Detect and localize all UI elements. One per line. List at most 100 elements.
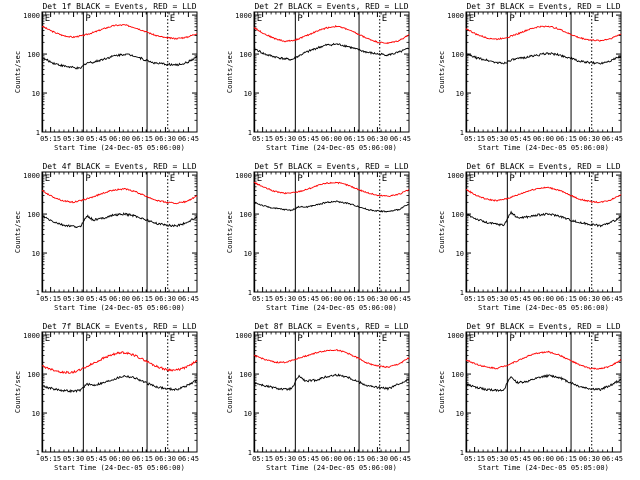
x-tick-label: 06:00: [533, 455, 554, 463]
x-tick-label: 05:45: [86, 295, 107, 303]
lld-series-line: [466, 186, 622, 204]
marker-label: P: [509, 174, 515, 184]
y-tick-label: 100: [27, 371, 40, 379]
chart-panel-2: Det 2f BLACK = Events, RED = LLD 1 10 100 10…: [226, 2, 411, 152]
x-tick-label: 05:30: [275, 455, 296, 463]
y-tick-label: 100: [239, 211, 252, 219]
x-axis-label: Start Time (24-Dec-05 05:06:00): [478, 144, 609, 152]
marker-label: E: [257, 174, 262, 184]
chart-panel-8: Det 8f BLACK = Events, RED = LLD 1 10 100 10…: [226, 322, 411, 472]
x-tick-label: 06:00: [321, 455, 342, 463]
marker-label: E: [382, 174, 387, 184]
x-tick-label: 05:45: [298, 295, 319, 303]
y-tick-label: 1000: [23, 332, 40, 340]
y-tick-label: 10: [32, 410, 40, 418]
x-tick-label: 06:15: [556, 295, 577, 303]
plot-frame: [253, 11, 410, 133]
marker-label: E: [594, 14, 599, 24]
chart-panel-1: Det 1f BLACK = Events, RED = LLD 1 10 100 10…: [14, 2, 199, 152]
x-tick-label: 05:15: [464, 295, 485, 303]
plot-frame: [253, 171, 410, 293]
y-tick-label: 1: [36, 129, 40, 137]
y-tick-label: 10: [456, 250, 464, 258]
events-series-line: [41, 212, 198, 229]
x-tick-label: 06:45: [390, 295, 411, 303]
chart-title: Det 3f BLACK = Events, RED = LLD: [466, 2, 620, 11]
events-series-line: [253, 42, 410, 61]
y-tick-label: 10: [244, 410, 252, 418]
y-tick-label: 100: [27, 211, 40, 219]
y-tick-label: 1000: [235, 172, 252, 180]
x-tick-label: 05:30: [63, 135, 84, 143]
y-tick-label: 100: [239, 51, 252, 59]
marker-label: E: [170, 174, 175, 184]
x-tick-label: 06:45: [390, 135, 411, 143]
x-tick-label: 05:30: [63, 295, 84, 303]
y-tick-label: 1000: [447, 332, 464, 340]
x-tick-label: 06:15: [132, 295, 153, 303]
plot-frame: [465, 171, 622, 293]
chart-title: Det 1f BLACK = Events, RED = LLD: [42, 2, 196, 11]
events-series-line: [41, 374, 198, 394]
y-tick-label: 10: [456, 410, 464, 418]
y-tick-label: 1000: [23, 12, 40, 20]
y-axis-label: Counts/sec: [14, 211, 22, 253]
x-axis-label: Start Time (24-Dec-05 05:06:00): [478, 304, 609, 312]
marker-label: E: [382, 14, 387, 24]
x-tick-label: 06:00: [109, 295, 130, 303]
y-axis-label: Counts/sec: [438, 51, 446, 93]
plot-frame: [41, 331, 198, 453]
x-tick-label: 06:30: [579, 455, 600, 463]
x-tick-label: 06:00: [533, 295, 554, 303]
y-tick-label: 1000: [23, 172, 40, 180]
x-tick-label: 06:30: [367, 295, 388, 303]
marker-label: E: [594, 174, 599, 184]
marker-label: E: [469, 14, 474, 24]
y-tick-label: 100: [451, 211, 464, 219]
y-tick-label: 10: [32, 250, 40, 258]
y-axis-label: Counts/sec: [438, 371, 446, 413]
x-tick-label: 06:15: [344, 135, 365, 143]
x-axis-label: Start Time (24-Dec-05 05:06:00): [54, 464, 185, 472]
x-tick-label: 06:00: [109, 455, 130, 463]
lld-series-line: [253, 349, 410, 369]
x-tick-label: 05:45: [510, 135, 531, 143]
y-tick-label: 1: [36, 449, 40, 457]
y-tick-label: 1000: [235, 332, 252, 340]
x-tick-label: 06:30: [579, 295, 600, 303]
y-axis-label: Counts/sec: [226, 371, 234, 413]
chart-title: Det 8f BLACK = Events, RED = LLD: [254, 322, 408, 331]
y-tick-label: 10: [456, 90, 464, 98]
x-tick-label: 06:00: [533, 135, 554, 143]
x-tick-label: 06:00: [109, 135, 130, 143]
x-tick-label: 05:30: [487, 455, 508, 463]
chart-panel-3: Det 3f BLACK = Events, RED = LLD 1 10 100 10…: [438, 2, 623, 152]
x-tick-label: 06:45: [390, 455, 411, 463]
events-series-line: [465, 210, 622, 228]
marker-label: E: [382, 334, 387, 344]
x-tick-label: 05:30: [487, 295, 508, 303]
y-tick-label: 100: [239, 371, 252, 379]
x-tick-label: 06:15: [132, 455, 153, 463]
lld-series-line: [41, 24, 198, 40]
y-tick-label: 1000: [447, 12, 464, 20]
x-tick-label: 05:15: [40, 455, 61, 463]
x-tick-label: 05:45: [86, 455, 107, 463]
y-tick-label: 1000: [447, 172, 464, 180]
y-axis-label: Counts/sec: [14, 371, 22, 413]
x-axis-label: Start Time (24-Dec-05 05:06:00): [266, 464, 397, 472]
y-axis-label: Counts/sec: [438, 211, 446, 253]
x-tick-label: 05:45: [298, 455, 319, 463]
chart-title: Det 6f BLACK = Events, RED = LLD: [466, 162, 620, 171]
chart-panel-7: Det 7f BLACK = Events, RED = LLD 1 10 100 10…: [14, 322, 199, 472]
lld-series-line: [41, 187, 198, 205]
x-tick-label: 06:45: [602, 135, 623, 143]
x-tick-label: 05:15: [40, 135, 61, 143]
x-tick-label: 06:45: [602, 455, 623, 463]
y-tick-label: 10: [244, 250, 252, 258]
chart-title: Det 5f BLACK = Events, RED = LLD: [254, 162, 408, 171]
y-tick-label: 10: [32, 90, 40, 98]
x-tick-label: 05:30: [275, 135, 296, 143]
y-tick-label: 100: [451, 371, 464, 379]
chart-title: Det 9f BLACK = Events, RED = LLD: [466, 322, 620, 331]
